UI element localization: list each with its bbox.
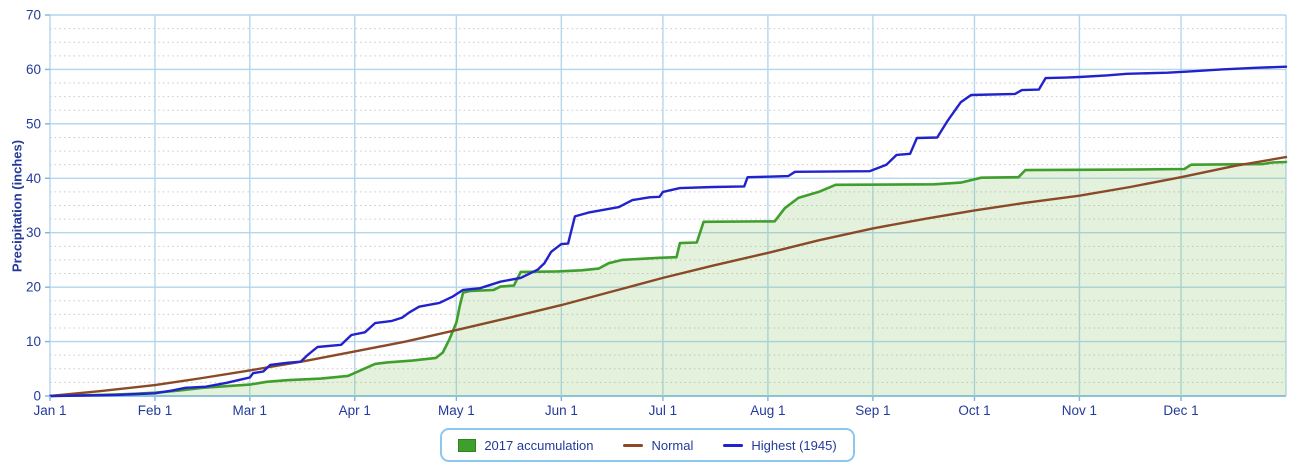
svg-text:0: 0 xyxy=(33,389,41,404)
series-line-normal xyxy=(48,155,1288,398)
svg-text:Mar 1: Mar 1 xyxy=(233,403,268,418)
legend-item-normal[interactable]: Normal xyxy=(623,438,693,453)
series-line-2017-accumulation xyxy=(48,160,1288,398)
svg-text:60: 60 xyxy=(26,62,41,77)
svg-text:Dec 1: Dec 1 xyxy=(1163,403,1198,418)
svg-text:70: 70 xyxy=(26,8,41,23)
svg-text:Jul 1: Jul 1 xyxy=(649,403,678,418)
svg-text:May 1: May 1 xyxy=(438,403,475,418)
svg-text:Sep 1: Sep 1 xyxy=(855,403,890,418)
major-gridlines xyxy=(49,14,1287,397)
y-axis-title: Precipitation (inches) xyxy=(9,139,25,273)
series-area-2017-accumulation xyxy=(50,162,1286,396)
legend-box: 2017 accumulation Normal Highest (1945) xyxy=(440,428,855,462)
legend-swatch-normal xyxy=(623,443,644,447)
legend-item-highest-1945[interactable]: Highest (1945) xyxy=(723,437,837,453)
svg-text:30: 30 xyxy=(26,225,41,240)
legend-label-highest-1945: Highest (1945) xyxy=(751,437,837,453)
x-axis-tick-labels: Jan 1 Feb 1 Mar 1 Apr 1 May 1 Jun 1 Jul 1 Aug 1… xyxy=(33,403,1198,418)
tick-marks xyxy=(45,14,1182,401)
svg-text:Jun 1: Jun 1 xyxy=(545,403,578,418)
legend-item-2017-accumulation[interactable]: 2017 accumulation xyxy=(458,438,593,453)
y-axis-tick-labels: 0 10 20 30 40 50 60 70 xyxy=(26,8,41,404)
svg-text:Feb 1: Feb 1 xyxy=(138,403,173,418)
svg-text:Nov 1: Nov 1 xyxy=(1062,403,1097,418)
svg-text:10: 10 xyxy=(26,334,41,349)
svg-text:20: 20 xyxy=(26,280,41,295)
svg-text:50: 50 xyxy=(26,116,41,131)
legend-swatch-highest-1945 xyxy=(723,443,744,447)
legend-label-2017-accumulation: 2017 accumulation xyxy=(484,437,594,453)
svg-text:Jan 1: Jan 1 xyxy=(33,403,66,418)
series-line-highest-1945- xyxy=(48,65,1288,398)
legend-swatch-2017-accumulation xyxy=(458,438,477,452)
svg-text:40: 40 xyxy=(26,171,41,186)
svg-text:Oct 1: Oct 1 xyxy=(958,403,990,418)
legend: 2017 accumulation Normal Highest (1945) xyxy=(0,428,1295,462)
svg-text:Aug 1: Aug 1 xyxy=(750,403,785,418)
svg-text:Apr 1: Apr 1 xyxy=(339,403,371,418)
legend-label-normal: Normal xyxy=(651,437,694,453)
